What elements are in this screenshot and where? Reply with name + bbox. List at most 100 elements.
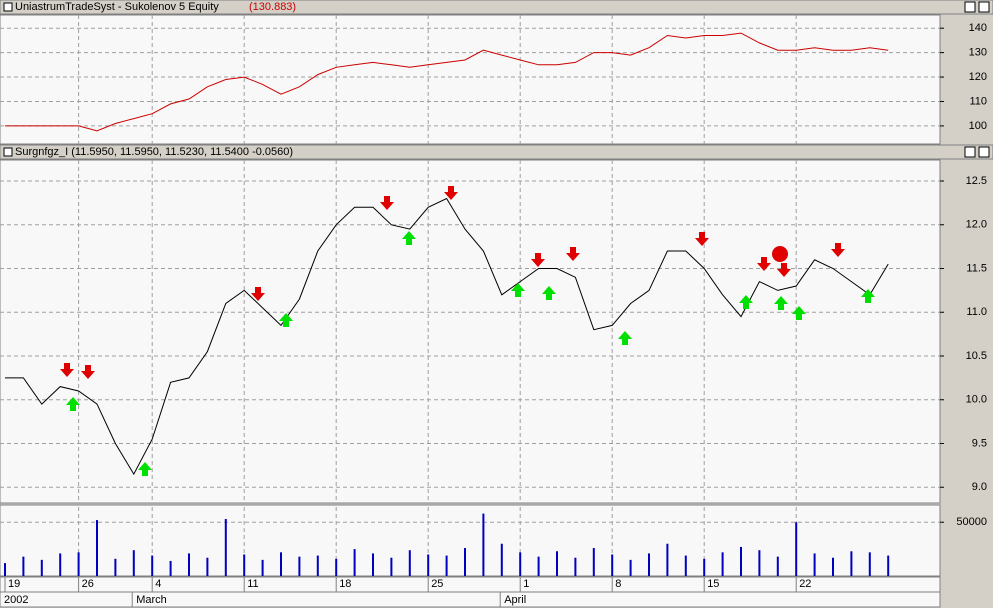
close-button[interactable]: [978, 146, 990, 158]
volume-bar: [648, 553, 650, 576]
volume-bar: [519, 552, 522, 576]
buy-arrow: [279, 313, 293, 327]
x-tick-label: 22: [799, 578, 811, 590]
y-tick-label: 110: [969, 95, 987, 107]
volume-bar: [280, 552, 282, 576]
volume-bar: [482, 513, 485, 576]
pane-icon: [3, 2, 13, 12]
x-tick-label: 26: [82, 578, 94, 590]
buy-arrow: [66, 397, 80, 411]
volume-bar: [427, 554, 430, 576]
y-tick-label: 11.5: [966, 262, 987, 274]
volume-bar: [261, 559, 264, 576]
month-axis: [0, 591, 941, 608]
buy-arrow: [618, 331, 632, 345]
maximize-button[interactable]: [964, 146, 976, 158]
x-tick-label: 18: [339, 578, 351, 590]
volume-bar: [316, 555, 319, 576]
sell-arrow: [60, 363, 74, 377]
volume-bar: [335, 558, 338, 576]
volume-bar: [887, 555, 890, 576]
volume-bar: [40, 559, 43, 576]
plot-area: [0, 159, 941, 504]
month-label: April: [504, 594, 526, 606]
buy-arrow: [542, 286, 556, 300]
volume-bar: [868, 552, 871, 576]
volume-bar: [206, 557, 209, 576]
volume-bar: [500, 543, 503, 576]
volume-bar: [224, 518, 227, 576]
buy-arrow: [138, 462, 152, 476]
volume-bar: [574, 557, 577, 576]
sell-arrow: [81, 365, 95, 379]
buy-arrow: [402, 231, 416, 245]
sell-arrow: [777, 263, 791, 277]
volume-bar: [445, 555, 448, 576]
volume-bar: [353, 549, 356, 576]
volume-bar: [758, 550, 761, 576]
pane-title: Surgnfgz_I (11.5950, 11.5950, 11.5230, 1…: [15, 146, 293, 158]
volume-bar: [721, 552, 724, 576]
buy-arrow: [861, 289, 875, 303]
volume-bar: [666, 543, 669, 576]
buy-arrow: [511, 283, 525, 297]
y-tick-label: 130: [969, 47, 987, 59]
pane-icon: [3, 147, 13, 157]
month-label: March: [136, 594, 167, 606]
volume-bar: [114, 558, 117, 576]
y-tick-label: 9.0: [972, 481, 987, 493]
volume-bar: [169, 560, 172, 576]
x-tick-label: 8: [615, 578, 621, 590]
y-tick-label: 11.0: [966, 306, 987, 318]
volume-bar: [832, 557, 834, 576]
y-tick-label: 12.5: [966, 175, 987, 187]
volume-bar: [684, 555, 687, 576]
volume-bar: [96, 520, 98, 576]
x-tick-label: 19: [8, 578, 20, 590]
y-tick-label: 120: [969, 71, 987, 83]
buy-arrow: [774, 296, 788, 310]
volume-bar: [629, 559, 632, 576]
close-button[interactable]: [978, 1, 990, 13]
series-line: [5, 197, 889, 476]
sell-arrow: [757, 257, 771, 271]
y-tick-label: 100: [969, 120, 987, 132]
x-tick-label: 15: [707, 578, 719, 590]
y-tick-label: 12.0: [966, 219, 987, 231]
volume-bar: [59, 553, 62, 576]
sell-arrow: [695, 232, 709, 246]
y-tick-label: 9.5: [972, 437, 987, 449]
sell-arrow: [380, 196, 394, 210]
sell-arrow: [831, 243, 845, 257]
volume-bar: [850, 551, 853, 576]
volume-bar: [740, 546, 742, 576]
equity-last-value: (130.883): [249, 1, 296, 13]
buy-arrow: [739, 295, 753, 309]
sell-arrow: [566, 247, 580, 261]
volume-bar: [243, 554, 246, 576]
volume-bar: [77, 552, 80, 576]
month-label: 2002: [4, 594, 28, 606]
volume-bar: [776, 556, 779, 576]
x-tick-label: 4: [155, 578, 161, 590]
x-tick-label: 1: [523, 578, 529, 590]
volume-bar: [592, 548, 595, 576]
maximize-button[interactable]: [964, 1, 976, 13]
volume-bar: [703, 558, 706, 576]
sell-arrow: [444, 186, 458, 200]
volume-bar: [22, 556, 25, 576]
y-tick-label: 10.0: [966, 394, 987, 406]
y-tick-label: 50000: [956, 516, 987, 528]
plot-area: [0, 504, 941, 577]
sell-arrow: [251, 287, 265, 301]
y-tick-label: 140: [969, 22, 987, 34]
volume-bar: [556, 551, 558, 576]
volume-bar: [611, 554, 614, 576]
y-tick-label: 10.5: [966, 350, 987, 362]
volume-bar: [813, 553, 816, 576]
volume-bar: [151, 555, 154, 576]
volume-bar: [390, 557, 393, 576]
volume-bar: [372, 553, 374, 576]
volume-bar: [408, 550, 411, 576]
pane-title: UniastrumTradeSyst - Sukolenov 5 Equity: [15, 1, 219, 13]
